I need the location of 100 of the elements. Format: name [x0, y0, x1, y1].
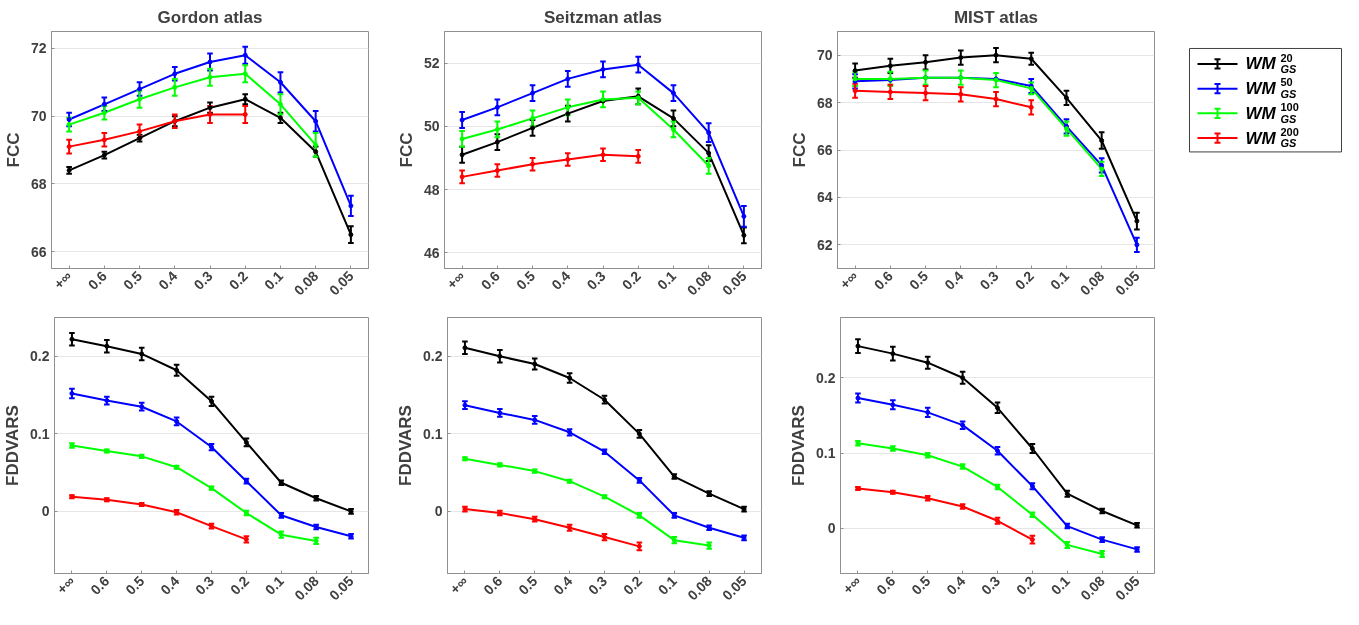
point	[923, 90, 929, 96]
y-tick-label: 70	[816, 47, 833, 64]
point	[494, 126, 500, 132]
x-tick-label: 0.2	[226, 572, 253, 598]
y-axis-title: FCC	[396, 132, 416, 168]
point	[993, 96, 999, 102]
x-tick-label: 0.4	[941, 267, 967, 293]
x-tick-label: 0.1	[1047, 572, 1074, 598]
point	[925, 360, 931, 366]
y-axis-title: FCC	[3, 132, 23, 168]
point	[993, 52, 999, 58]
x-tick-label: +∞	[446, 572, 471, 597]
x-tick-label: +∞	[50, 267, 75, 292]
point	[207, 59, 213, 65]
point	[174, 367, 180, 373]
y-tick-label: 66	[816, 142, 833, 158]
point	[670, 90, 676, 96]
y-tick-label: 0	[827, 520, 836, 537]
point	[741, 213, 747, 219]
y-tick-label: 68	[816, 94, 833, 111]
y-axis-title: FDDVARS	[396, 405, 416, 486]
y-axis-title: FDDVARS	[3, 405, 23, 486]
point	[1063, 95, 1069, 101]
x-tick-label: 0.6	[477, 267, 504, 293]
x-tick-label: 0.2	[1011, 267, 1038, 293]
y-axis-title: FDDVARS	[789, 405, 809, 486]
point	[139, 351, 145, 357]
chart-title: MIST atlas	[953, 7, 1039, 27]
point	[494, 168, 500, 174]
point	[313, 118, 319, 124]
point	[242, 71, 248, 77]
x-tick-label: 0.6	[870, 267, 897, 293]
y-tick-label: 70	[30, 108, 47, 125]
point	[887, 89, 893, 95]
point	[1028, 104, 1034, 110]
point	[1099, 138, 1105, 144]
x-tick-label: 0.5	[908, 572, 934, 598]
y-tick-label: 62	[816, 236, 833, 253]
y-tick-label: 0.1	[30, 425, 50, 442]
point	[958, 55, 964, 61]
point	[741, 232, 747, 238]
y-tick-label: 68	[30, 175, 47, 192]
x-tick-label: 0.3	[585, 572, 611, 598]
x-tick-label: 0.5	[906, 267, 932, 293]
point	[923, 59, 929, 65]
point	[1028, 56, 1034, 62]
y-tick-label: 48	[423, 181, 440, 198]
point	[277, 79, 283, 85]
point	[277, 101, 283, 107]
point	[565, 156, 571, 162]
x-tick-label: 0.3	[583, 267, 609, 293]
point	[348, 232, 354, 238]
y-tick-label: 0	[434, 503, 443, 520]
x-tick-label: 0.2	[225, 267, 252, 293]
y-tick-label: 64	[816, 189, 833, 206]
chart-title: Seitzman atlas	[543, 7, 663, 27]
point	[459, 174, 465, 180]
y-tick-label: 0.2	[423, 348, 443, 365]
point	[887, 63, 893, 69]
point	[104, 343, 110, 349]
chart-title: Gordon atlas	[157, 7, 263, 27]
y-tick-label: 0	[41, 503, 50, 520]
x-tick-label: 0.4	[157, 572, 183, 598]
point	[69, 336, 75, 342]
point	[172, 84, 178, 90]
y-tick-label: 50	[423, 118, 440, 135]
point	[995, 405, 1000, 411]
x-tick-label: 0.4	[155, 267, 181, 293]
y-tick-label: 66	[30, 243, 47, 260]
x-tick-label: 0.1	[261, 267, 287, 293]
y-tick-label: 0.2	[816, 369, 836, 386]
point	[958, 91, 964, 97]
x-tick-label: 0.4	[548, 267, 574, 293]
point	[66, 144, 72, 150]
y-tick-label: 0.2	[30, 348, 50, 365]
point	[242, 96, 248, 102]
x-tick-label: 0.2	[618, 267, 645, 293]
point	[1134, 218, 1140, 224]
x-tick-label: +∞	[839, 572, 864, 597]
x-tick-label: 0.3	[192, 572, 218, 598]
point	[565, 76, 571, 82]
point	[960, 375, 966, 381]
y-tick-label: 46	[423, 244, 440, 261]
point	[530, 161, 536, 167]
x-tick-label: 0.3	[978, 572, 1004, 598]
point	[635, 62, 641, 68]
point	[600, 152, 606, 158]
x-tick-label: 0.5	[122, 572, 148, 598]
point	[459, 117, 465, 123]
x-tick-label: +∞	[443, 267, 468, 292]
x-tick-label: 0.1	[654, 572, 681, 598]
x-tick-label: 0.5	[120, 267, 146, 293]
y-axis-title: FCC	[789, 132, 809, 168]
point	[600, 66, 606, 72]
point	[459, 152, 465, 158]
x-tick-label: 0.4	[943, 572, 969, 598]
x-tick-label: 0.1	[654, 267, 680, 293]
x-tick-label: 0.6	[873, 572, 899, 598]
point	[494, 104, 500, 110]
point	[530, 90, 536, 96]
